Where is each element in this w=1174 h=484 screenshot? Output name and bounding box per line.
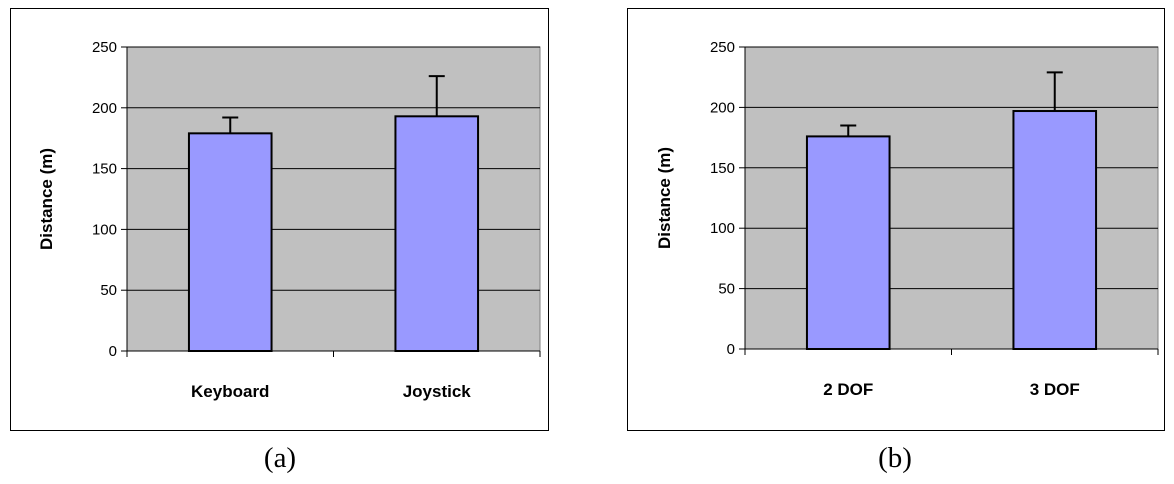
chart-a-y-tick-label: 100 [92, 221, 117, 238]
chart-a-y-tick-label: 250 [92, 39, 117, 56]
chart-a-y-tick-label: 200 [92, 100, 117, 117]
chart-b-y-tick-label: 0 [727, 341, 735, 358]
chart-b-bar-2-dof [805, 135, 891, 350]
chart-a: 0 50 100 150 200 250 Keyboard Joystick Distance … [37, 39, 541, 401]
chart-b: 0 50 100 150 200 250 2 DOF 3 DOF Distance (m) [655, 39, 1159, 399]
chart-b-category-label: 2 DOF [823, 380, 873, 399]
chart-a-y-tick-label: 0 [109, 343, 117, 360]
chart-a-y-tick-label: 50 [100, 282, 117, 299]
chart-a-category-label: Joystick [403, 382, 472, 401]
chart-b-y-tick-label: 250 [710, 39, 735, 56]
chart-a-bar-keyboard [187, 132, 273, 352]
chart-a-y-tick-label: 150 [92, 161, 117, 178]
chart-b-category-label: 3 DOF [1030, 380, 1080, 399]
chart-b-y-tick-label: 200 [710, 99, 735, 116]
caption-a: (a) [263, 442, 297, 474]
chart-b-y-tick-label: 100 [710, 220, 735, 237]
chart-b-y-axis-title: Distance (m) [655, 147, 674, 249]
chart-b-y-tick-label: 150 [710, 160, 735, 177]
chart-b-y-tick-label: 50 [718, 281, 735, 298]
chart-a-y-axis-title: Distance (m) [37, 148, 56, 250]
chart-a-category-label: Keyboard [191, 382, 269, 401]
chart-a-bar-joystick [394, 115, 480, 352]
chart-b-bar-3-dof [1012, 110, 1098, 350]
caption-b: (b) [878, 442, 912, 474]
